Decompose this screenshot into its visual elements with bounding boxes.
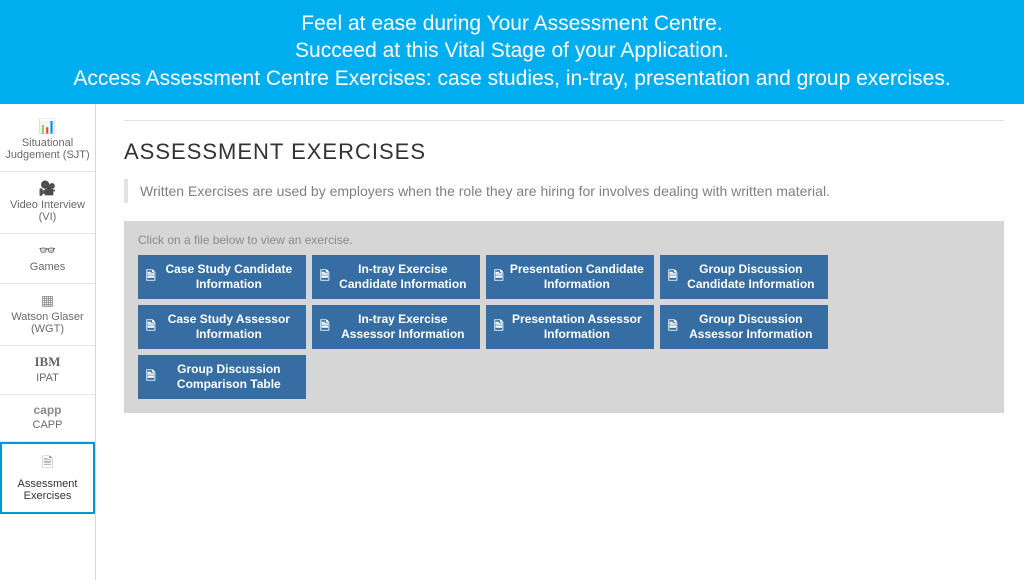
sidebar-icon: IBM <box>4 354 91 370</box>
sidebar-item-label: Video Interview (VI) <box>10 199 85 223</box>
sidebar-item-6[interactable]: 🗎Assessment Exercises <box>0 442 95 514</box>
sidebar-icon: 📊 <box>4 118 91 135</box>
sidebar-item-5[interactable]: capp CAPP <box>0 395 95 442</box>
tile-grid: 🗎 Case Study Candidate Information 🗎 In-tra… <box>138 255 990 399</box>
sidebar-item-0[interactable]: 📊 Situational Judgement (SJT) <box>0 110 95 172</box>
tile-label: Case Study Candidate Information <box>160 262 298 292</box>
exercise-tile-5[interactable]: 🗎 In-tray Exercise Assessor Information <box>312 305 480 349</box>
hero-banner: Feel at ease during Your Assessment Cent… <box>0 0 1024 104</box>
banner-line-2: Succeed at this Vital Stage of your Appl… <box>20 37 1004 64</box>
exercise-tile-7[interactable]: 🗎 Group Discussion Assessor Information <box>660 305 828 349</box>
tile-label: Case Study Assessor Information <box>160 312 298 342</box>
exercise-tile-3[interactable]: 🗎 Group Discussion Candidate Information <box>660 255 828 299</box>
sidebar-icon: ▦ <box>4 292 91 309</box>
document-icon: 🗎 <box>146 369 156 384</box>
document-icon: 🗎 <box>668 319 678 334</box>
sidebar-item-label: Situational Judgement (SJT) <box>5 137 89 161</box>
exercise-tile-0[interactable]: 🗎 Case Study Candidate Information <box>138 255 306 299</box>
sidebar-icon: 🗎 <box>6 452 89 476</box>
sidebar-icon: capp <box>4 403 91 417</box>
banner-line-1: Feel at ease during Your Assessment Cent… <box>20 10 1004 37</box>
document-icon: 🗎 <box>320 319 330 334</box>
sidebar-item-label: Watson Glaser (WGT) <box>11 311 83 335</box>
sidebar-item-2[interactable]: 👓 Games <box>0 234 95 284</box>
page-title: ASSESSMENT EXERCISES <box>124 139 1004 165</box>
sidebar-item-label: Assessment Exercises <box>18 478 78 502</box>
main-content: ASSESSMENT EXERCISES Written Exercises a… <box>96 104 1024 580</box>
sidebar: 📊 Situational Judgement (SJT) 🎥 Video Inter… <box>0 104 96 580</box>
exercise-tile-8[interactable]: 🗎 Group Discussion Comparison Table <box>138 355 306 399</box>
tile-label: Presentation Candidate Information <box>508 262 646 292</box>
sidebar-item-label: IPAT <box>36 372 59 384</box>
exercise-tile-6[interactable]: 🗎 Presentation Assessor Information <box>486 305 654 349</box>
document-icon: 🗎 <box>146 319 156 334</box>
intro-block: Written Exercises are used by employers … <box>124 179 1004 203</box>
exercise-tile-4[interactable]: 🗎 Case Study Assessor Information <box>138 305 306 349</box>
document-icon: 🗎 <box>494 319 504 334</box>
panel-hint: Click on a file below to view an exercis… <box>138 233 990 247</box>
tile-label: In-tray Exercise Assessor Information <box>334 312 472 342</box>
sidebar-item-label: Games <box>30 261 65 273</box>
divider <box>124 120 1004 121</box>
document-icon: 🗎 <box>668 269 678 284</box>
sidebar-item-label: CAPP <box>33 419 63 431</box>
tile-label: Group Discussion Comparison Table <box>160 362 298 392</box>
exercise-tile-2[interactable]: 🗎 Presentation Candidate Information <box>486 255 654 299</box>
document-icon: 🗎 <box>320 269 330 284</box>
exercise-tile-1[interactable]: 🗎 In-tray Exercise Candidate Information <box>312 255 480 299</box>
tile-label: Group Discussion Assessor Information <box>682 312 820 342</box>
tile-label: Group Discussion Candidate Information <box>682 262 820 292</box>
sidebar-item-1[interactable]: 🎥 Video Interview (VI) <box>0 172 95 234</box>
document-icon: 🗎 <box>146 269 156 284</box>
sidebar-item-3[interactable]: ▦ Watson Glaser (WGT) <box>0 284 95 346</box>
tile-label: Presentation Assessor Information <box>508 312 646 342</box>
intro-text: Written Exercises are used by employers … <box>140 183 1004 199</box>
banner-line-3: Access Assessment Centre Exercises: case… <box>20 65 1004 92</box>
layout: 📊 Situational Judgement (SJT) 🎥 Video Inter… <box>0 104 1024 580</box>
exercise-panel: Click on a file below to view an exercis… <box>124 221 1004 413</box>
sidebar-item-4[interactable]: IBM IPAT <box>0 346 95 395</box>
sidebar-icon: 🎥 <box>4 180 91 197</box>
document-icon: 🗎 <box>494 269 504 284</box>
tile-label: In-tray Exercise Candidate Information <box>334 262 472 292</box>
sidebar-icon: 👓 <box>4 242 91 259</box>
